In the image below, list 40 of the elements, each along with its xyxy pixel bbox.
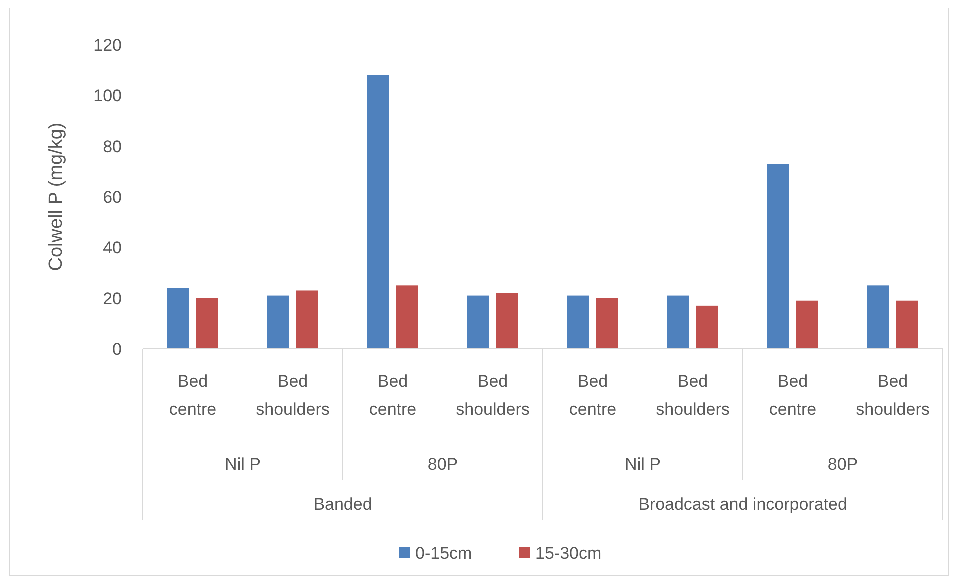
bar [596,298,618,349]
text: 80P [828,455,858,474]
x-tick-label: Bed centre [169,372,217,419]
x-tick-label: Bed centre [369,372,417,419]
bar [368,75,390,349]
bar [668,296,690,349]
bar [796,300,818,349]
y-tick-label: 100 [94,86,122,106]
x-tick-label: Bed centre [769,372,817,419]
x-tick-label: Bed shoulders [656,372,730,419]
text: Broadcast and incorporated [638,495,848,514]
bar [696,306,718,349]
y-tick-label: 20 [103,289,122,308]
text: Nil P [225,455,261,474]
bar [396,286,418,349]
bar [296,290,318,349]
x-tick-label: Bed centre [569,372,617,419]
bar [768,164,790,349]
bar [868,286,890,349]
x-tick-label: Bed shoulders [856,372,930,419]
y-tick-label: 120 [94,36,122,55]
x-tick-label: Bed shoulders [456,372,530,419]
y-tick-label: 60 [103,188,122,207]
legend-label: 0-15cm [416,544,472,563]
bar [268,296,290,349]
bar [196,298,218,349]
text: Nil P [625,455,661,474]
bar [168,288,190,349]
text: 80P [428,455,458,474]
bar [568,296,590,349]
text: Banded [314,495,372,514]
bar [468,296,490,349]
y-axis-title: Colwell P (mg/kg) [46,122,67,272]
x-tick-label: Bed shoulders [256,372,330,419]
legend-label: 15-30cm [536,544,602,563]
y-tick-label: 40 [103,238,122,258]
bar [896,300,918,349]
y-tick-label: 0 [112,340,122,359]
y-tick-label: 80 [103,137,122,156]
bar [496,293,518,349]
